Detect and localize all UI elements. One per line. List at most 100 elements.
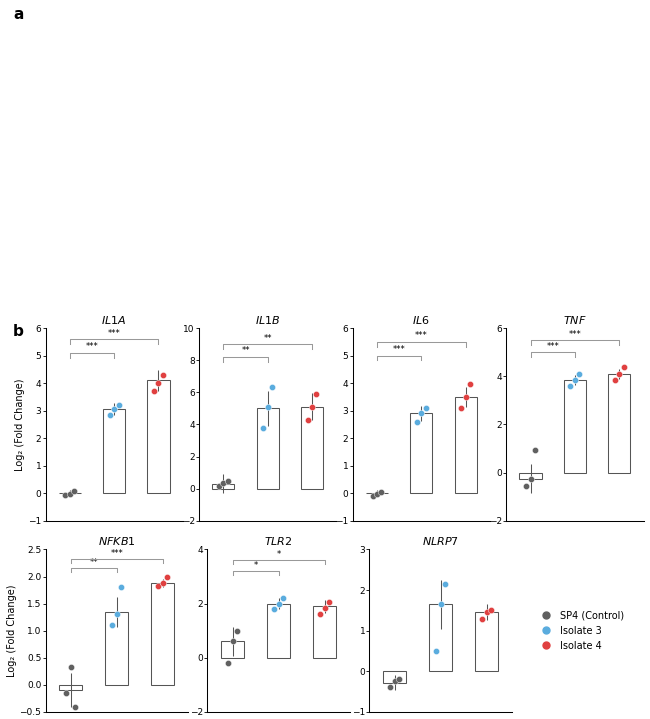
Point [315,609,325,620]
Point [530,444,540,455]
Bar [608,374,630,472]
Point [158,369,168,380]
Bar [410,413,432,493]
Point [69,485,79,497]
Point [258,422,268,434]
Bar [213,484,235,489]
Text: a: a [13,7,23,22]
Point [566,380,576,392]
Title: $\it{TNF}$: $\it{TNF}$ [563,314,587,326]
Point [525,473,536,485]
Text: ***: *** [393,345,406,354]
Point [465,379,475,390]
Bar [454,397,476,493]
Title: $\it{IL6}$: $\it{IL6}$ [412,314,430,326]
Point [232,625,242,636]
Point [66,661,76,673]
Bar [564,380,586,472]
Text: ***: *** [546,342,559,351]
Point [302,414,313,426]
Point [460,391,471,403]
Point [372,488,382,500]
Point [223,657,233,669]
Point [116,582,127,593]
Y-axis label: Log₂ (Fold Change): Log₂ (Fold Change) [16,378,25,471]
Bar [519,472,541,479]
Bar [257,408,279,489]
Bar [475,613,498,672]
Point [521,480,531,492]
Point [153,580,163,592]
Point [416,408,426,419]
Point [107,620,118,631]
Point [324,597,335,608]
Point [311,388,322,400]
Point [113,399,124,411]
Text: *: * [254,561,258,570]
Point [411,416,422,427]
Point [307,401,317,413]
Point [385,681,395,692]
Text: ***: *** [415,331,428,340]
Text: **: ** [241,347,250,355]
Point [436,598,446,610]
Point [610,374,620,385]
Text: b: b [13,324,24,339]
Text: ***: *** [569,329,581,339]
Point [569,374,580,385]
Bar [221,641,244,658]
Point [227,636,238,647]
Point [61,687,72,699]
Bar [301,407,323,489]
Point [456,402,466,413]
Point [274,597,284,609]
Bar [105,612,128,684]
Bar [148,380,170,493]
Point [109,403,120,415]
Point [376,486,387,498]
Point [431,645,441,656]
Bar [151,583,174,684]
Point [320,602,330,613]
Bar [313,606,336,658]
Point [214,480,224,492]
Point [105,409,115,421]
Title: $\it{IL1B}$: $\it{IL1B}$ [255,314,280,326]
Point [482,607,492,618]
Legend: SP4 (Control), Isolate 3, Isolate 4: SP4 (Control), Isolate 3, Isolate 4 [536,610,624,651]
Bar [103,409,125,493]
Point [440,578,450,590]
Text: *: * [277,550,281,559]
Point [60,490,71,501]
Point [64,488,75,500]
Title: $\it{NFKB1}$: $\it{NFKB1}$ [98,536,136,547]
Point [112,609,122,620]
Point [149,385,159,397]
Point [486,604,497,615]
Point [574,368,584,380]
Point [278,592,289,604]
Bar [384,672,406,682]
Point [477,613,488,625]
Bar [267,603,290,658]
Title: $\it{NLRP7}$: $\it{NLRP7}$ [422,536,460,547]
Text: **: ** [90,558,98,567]
Text: ***: *** [108,329,120,337]
Point [157,577,168,589]
Point [614,368,625,380]
Point [263,401,273,413]
Bar [59,684,83,690]
Y-axis label: Log₂ (Fold Change): Log₂ (Fold Change) [6,585,17,677]
Point [70,702,81,713]
Text: ***: *** [111,549,123,558]
Point [153,377,164,389]
Title: $\it{TLR2}$: $\it{TLR2}$ [265,536,293,547]
Point [162,571,172,582]
Point [223,475,233,486]
Point [421,402,431,413]
Point [267,382,278,393]
Point [394,674,404,685]
Text: ***: *** [86,342,98,352]
Point [618,361,629,372]
Point [389,676,400,687]
